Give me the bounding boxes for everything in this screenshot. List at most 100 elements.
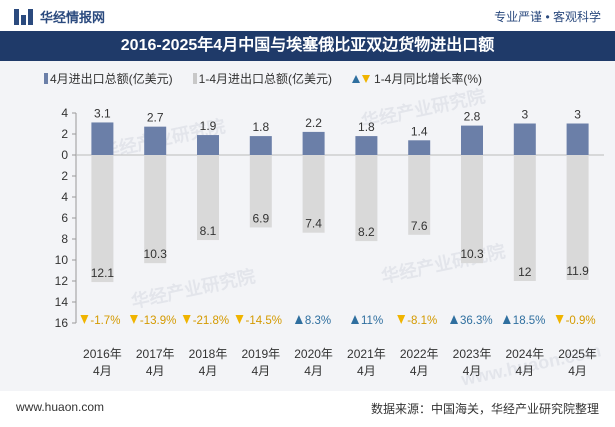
x-tick-label: 4月	[304, 364, 323, 378]
growth-label: -21.8%	[193, 315, 229, 327]
legend-label-cumulative: 1-4月进出口总额(亿美元)	[198, 72, 333, 86]
legend-label-growth: 1-4月同比增长率(%)	[374, 72, 483, 86]
growth-label: 18.5%	[513, 315, 546, 327]
data-label-cumulative: 10.3	[460, 247, 484, 261]
legend-item-growth: 1-4月同比增长率(%)	[352, 70, 482, 87]
x-tick-label: 4月	[515, 364, 534, 378]
bar-cumulative	[566, 155, 589, 280]
footer: www.huaon.com 数据来源：中国海关，华经产业研究院整理	[0, 391, 615, 427]
x-tick-label: 4月	[146, 364, 165, 378]
data-label-monthly: 3	[574, 108, 581, 122]
bar-monthly	[91, 122, 114, 155]
bar-monthly	[144, 126, 167, 155]
top-bar: 华经情报网 专业严谨 • 客观科学	[0, 0, 615, 30]
y-tick-label: 8	[61, 232, 68, 246]
legend-swatch-cumulative	[192, 73, 197, 84]
x-tick-label: 2018年	[189, 347, 228, 361]
growth-triangle-down-icon	[555, 315, 564, 324]
bar-cumulative	[197, 155, 219, 241]
data-label-monthly: 1.8	[358, 120, 375, 134]
growth-triangle-up-icon	[450, 315, 458, 324]
x-tick-label: 2022年	[400, 347, 439, 361]
legend-label-monthly: 4月进出口总额(亿美元)	[50, 72, 173, 86]
x-tick-label: 2021年	[347, 347, 386, 361]
x-tick-label: 2016年	[83, 347, 122, 361]
growth-triangle-down-icon	[235, 315, 244, 324]
y-tick-label: 12	[55, 274, 69, 288]
legend-item-cumulative: 1-4月进出口总额(亿美元)	[192, 70, 333, 87]
x-tick-label: 4月	[199, 364, 218, 378]
triangle-up-icon	[352, 74, 361, 83]
bar-cumulative	[513, 155, 536, 281]
data-label-monthly: 2.2	[305, 116, 322, 130]
data-label-cumulative: 8.2	[358, 225, 375, 239]
x-tick-label: 2020年	[294, 347, 333, 361]
data-label-cumulative: 11.9	[566, 264, 589, 278]
growth-label: -1.7%	[90, 315, 120, 327]
bar-cumulative	[302, 155, 325, 233]
data-label-monthly: 1.4	[411, 124, 428, 138]
bar-monthly	[513, 123, 536, 155]
data-label-cumulative: 12	[518, 265, 532, 279]
x-tick-label: 4月	[357, 364, 376, 378]
bar-monthly	[302, 131, 325, 155]
data-label-monthly: 1.8	[252, 120, 269, 134]
y-tick-label: 2	[61, 169, 68, 183]
data-label-cumulative: 12.1	[91, 266, 115, 280]
data-label-cumulative: 8.1	[200, 224, 217, 238]
growth-triangle-up-icon	[294, 315, 303, 324]
x-tick-label: 2019年	[241, 347, 280, 361]
bar-monthly	[566, 123, 589, 155]
bar-monthly	[249, 136, 272, 155]
y-tick-label: 4	[61, 106, 68, 120]
y-tick-label: 10	[55, 253, 69, 267]
growth-label: -8.1%	[407, 315, 437, 327]
legend-item-monthly: 4月进出口总额(亿美元)	[44, 70, 173, 87]
data-label-monthly: 2.7	[147, 111, 164, 125]
growth-triangle-down-icon	[182, 315, 191, 324]
growth-label: 8.3%	[305, 315, 331, 327]
x-tick-label: 2024年	[505, 347, 544, 361]
bar-monthly	[461, 125, 483, 155]
data-label-cumulative: 7.6	[411, 219, 428, 233]
brand-logo-icon	[14, 8, 34, 25]
y-tick-label: 14	[55, 295, 69, 309]
footer-website: www.huaon.com	[16, 400, 105, 414]
growth-label: 11%	[361, 315, 383, 327]
data-label-cumulative: 10.3	[144, 247, 168, 261]
bar-cumulative	[408, 155, 431, 235]
bar-cumulative	[91, 155, 114, 283]
growth-label: 36.3%	[460, 315, 493, 327]
data-label-monthly: 1.9	[200, 119, 217, 133]
x-tick-label: 4月	[568, 364, 587, 378]
y-tick-label: 4	[61, 190, 68, 204]
data-label-cumulative: 6.9	[252, 211, 269, 225]
x-tick-label: 2023年	[453, 347, 492, 361]
growth-triangle-down-icon	[129, 315, 138, 324]
y-tick-label: 16	[55, 316, 69, 330]
y-tick-label: 2	[61, 127, 68, 141]
x-tick-label: 4月	[463, 364, 482, 378]
bar-cumulative	[355, 155, 378, 242]
chart-legend: 4月进出口总额(亿美元) 1-4月进出口总额(亿美元) 1-4月同比增长率(%)	[44, 70, 498, 87]
bar-monthly	[197, 135, 219, 155]
x-tick-label: 2017年	[136, 347, 175, 361]
bar-cumulative	[249, 155, 272, 228]
growth-triangle-down-icon	[397, 315, 406, 324]
tagline: 专业严谨 • 客观科学	[494, 10, 601, 24]
x-tick-label: 4月	[251, 364, 270, 378]
growth-triangle-up-icon	[351, 315, 359, 324]
triangle-down-icon	[362, 74, 371, 83]
brand: 华经情报网	[14, 7, 105, 26]
bar-monthly	[355, 136, 378, 155]
footer-source: 数据来源：中国海关，华经产业研究院整理	[370, 402, 599, 416]
legend-swatch-monthly	[44, 73, 48, 84]
growth-triangle-up-icon	[502, 315, 511, 324]
x-tick-label: 4月	[410, 364, 429, 378]
bar-cumulative	[461, 155, 483, 264]
growth-label: -13.9%	[140, 315, 176, 327]
x-tick-label: 4月	[93, 364, 112, 378]
bar-monthly	[408, 140, 431, 155]
y-tick-label: 6	[61, 211, 68, 225]
